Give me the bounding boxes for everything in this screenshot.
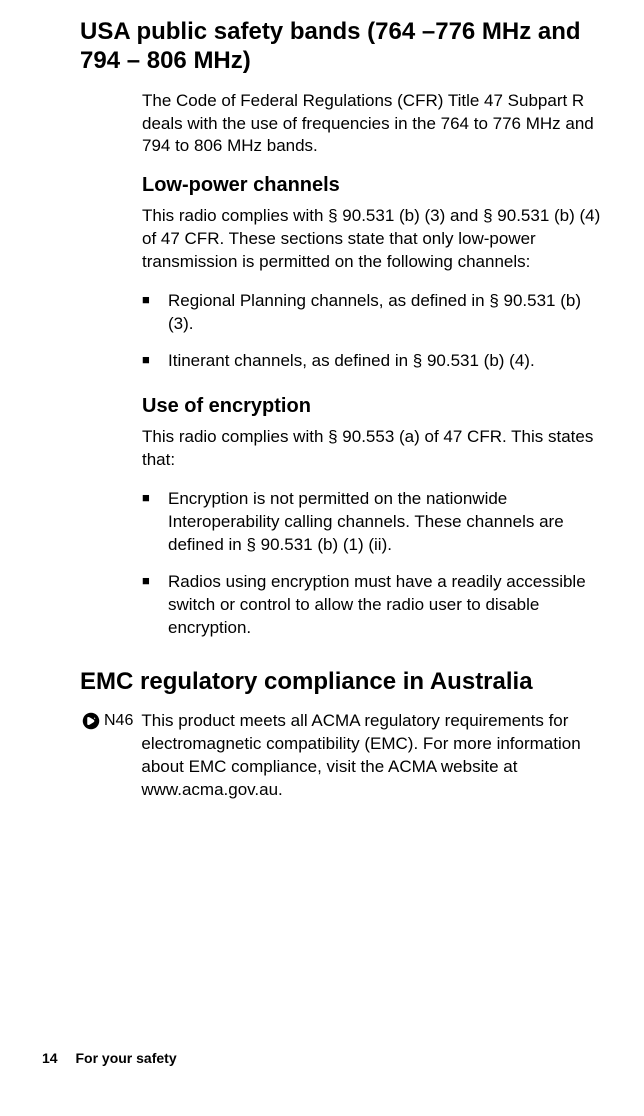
encryption-intro: This radio complies with § 90.553 (a) of… [142, 426, 602, 472]
section-title-emc: EMC regulatory compliance in Australia [80, 668, 602, 697]
compliance-mark: N46 [82, 712, 133, 730]
low-power-list: Regional Planning channels, as defined i… [142, 290, 602, 373]
list-item: Radios using encryption must have a read… [142, 571, 602, 640]
intro-paragraph: The Code of Federal Regulations (CFR) Ti… [142, 90, 602, 159]
page-footer: 14 For your safety [42, 1050, 177, 1066]
list-item: Encryption is not permitted on the natio… [142, 488, 602, 557]
page-number: 14 [42, 1050, 58, 1066]
emc-paragraph: This product meets all ACMA regulatory r… [141, 710, 602, 802]
rcm-icon [82, 712, 100, 730]
section-title-usa: USA public safety bands (764 –776 MHz an… [80, 18, 602, 76]
encryption-list: Encryption is not permitted on the natio… [142, 488, 602, 640]
mark-label: N46 [104, 712, 133, 730]
list-item: Itinerant channels, as defined in § 90.5… [142, 350, 602, 373]
low-power-intro: This radio complies with § 90.531 (b) (3… [142, 205, 602, 274]
subheading-encryption: Use of encryption [142, 395, 602, 418]
subheading-low-power: Low-power channels [142, 174, 602, 197]
list-item: Regional Planning channels, as defined i… [142, 290, 602, 336]
chapter-name: For your safety [75, 1050, 176, 1066]
